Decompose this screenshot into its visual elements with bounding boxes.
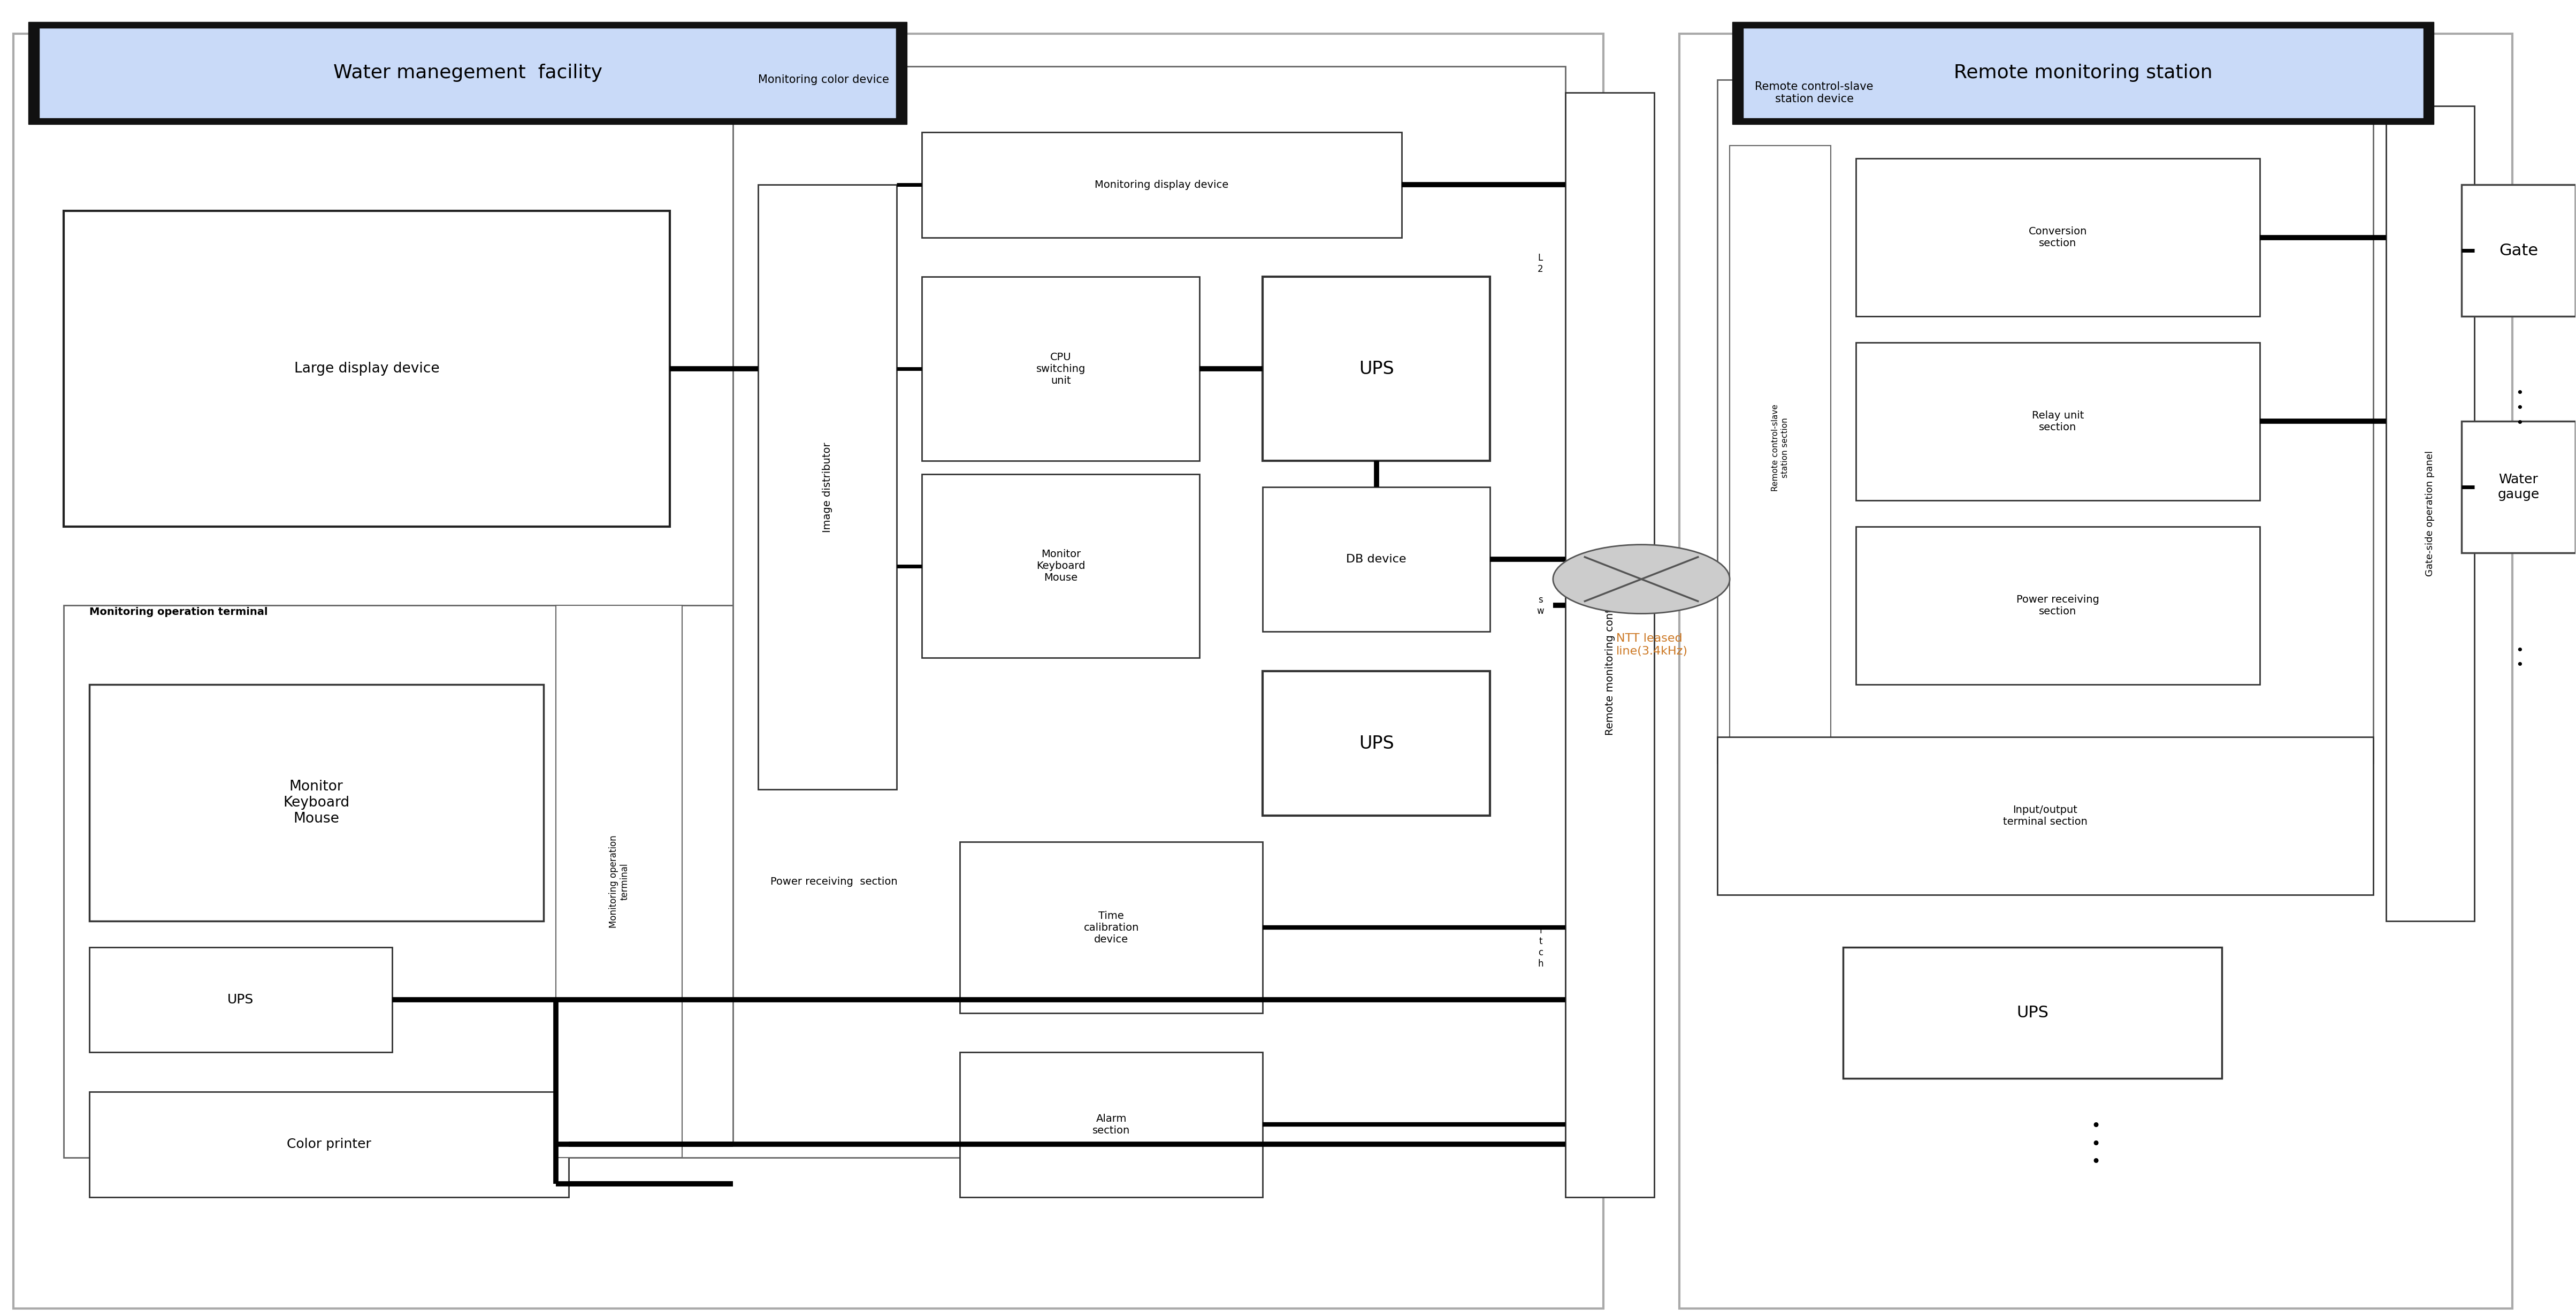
Text: Water manegement  facility: Water manegement facility	[332, 64, 603, 82]
Text: Gate-side operation panel: Gate-side operation panel	[2427, 450, 2434, 576]
Bar	[90, 948, 392, 1053]
Bar	[961, 842, 1262, 1013]
Text: Relay unit
section: Relay unit section	[2032, 411, 2084, 433]
Text: Time
calibration
device: Time calibration device	[1084, 911, 1139, 945]
Text: Input/output
terminal section: Input/output terminal section	[2004, 805, 2087, 826]
Bar	[2463, 184, 2576, 316]
Bar	[922, 474, 1200, 658]
Text: s
w: s w	[1538, 595, 1543, 616]
Bar	[64, 605, 974, 1158]
Text: Monitoring display device: Monitoring display device	[1095, 180, 1229, 190]
Bar	[39, 28, 896, 118]
Bar	[2385, 105, 2476, 921]
Bar	[732, 67, 1566, 1145]
Bar	[556, 605, 683, 1158]
Bar	[90, 1092, 569, 1198]
Bar	[922, 276, 1200, 461]
Text: Image distributor: Image distributor	[822, 442, 832, 532]
Bar	[2463, 421, 2576, 553]
Text: UPS: UPS	[2017, 1005, 2048, 1021]
Text: Monitoring color device: Monitoring color device	[757, 74, 889, 86]
Bar	[1731, 22, 2434, 124]
Bar	[1262, 276, 1489, 461]
Text: UPS: UPS	[1358, 361, 1394, 378]
Bar	[757, 184, 896, 790]
Text: Remote monitoring control section: Remote monitoring control section	[1605, 554, 1615, 736]
Bar	[13, 34, 1602, 1308]
Bar	[64, 211, 670, 526]
Text: L
2: L 2	[1538, 253, 1543, 274]
Bar	[1855, 158, 2259, 316]
Bar	[1855, 526, 2259, 684]
Text: Gate: Gate	[2499, 242, 2537, 258]
Bar	[1728, 145, 1832, 750]
Text: Remote control-slave
station section: Remote control-slave station section	[1772, 404, 1788, 491]
Text: Large display device: Large display device	[294, 362, 440, 376]
Text: •
•
•: • • •	[2092, 1119, 2099, 1170]
Text: Monitor
Keyboard
Mouse: Monitor Keyboard Mouse	[1036, 549, 1084, 583]
Text: Alarm
section: Alarm section	[1092, 1113, 1131, 1136]
Text: Color printer: Color printer	[286, 1138, 371, 1150]
Bar	[1566, 92, 1654, 1198]
Bar	[922, 132, 1401, 237]
Text: CPU
switching
unit: CPU switching unit	[1036, 351, 1084, 386]
Text: Conversion
section: Conversion section	[2027, 226, 2087, 249]
Bar	[1680, 34, 2512, 1308]
Text: Monitor
Keyboard
Mouse: Monitor Keyboard Mouse	[283, 779, 350, 825]
Bar	[961, 1053, 1262, 1198]
Text: Remote control-slave
station device: Remote control-slave station device	[1754, 82, 1873, 104]
Bar	[28, 22, 907, 124]
Bar	[1262, 671, 1489, 816]
Text: Monitoring operation
terminal: Monitoring operation terminal	[608, 836, 629, 928]
Bar	[90, 684, 544, 921]
Text: Power receiving
section: Power receiving section	[2017, 595, 2099, 616]
Ellipse shape	[1553, 545, 1728, 613]
Bar	[1741, 28, 2424, 118]
Text: Remote monitoring station: Remote monitoring station	[1953, 64, 2213, 82]
Text: NTT leased
line(3.4kHz): NTT leased line(3.4kHz)	[1615, 633, 1687, 657]
Text: Power receiving  section: Power receiving section	[770, 876, 896, 887]
Bar	[1718, 79, 2372, 763]
Bar	[1844, 948, 2223, 1079]
Text: UPS: UPS	[1358, 734, 1394, 753]
Text: •
•: • •	[2517, 644, 2524, 672]
Text: Water
gauge: Water gauge	[2499, 474, 2540, 501]
Bar	[1855, 342, 2259, 500]
Text: UPS: UPS	[227, 994, 252, 1007]
Text: •
•
•: • • •	[2517, 387, 2524, 429]
Text: Monitoring operation terminal: Monitoring operation terminal	[90, 607, 268, 617]
Bar	[1718, 737, 2372, 895]
Text: DB device: DB device	[1347, 554, 1406, 565]
Bar	[1262, 487, 1489, 632]
Text: i
t
c
h: i t c h	[1538, 925, 1543, 969]
